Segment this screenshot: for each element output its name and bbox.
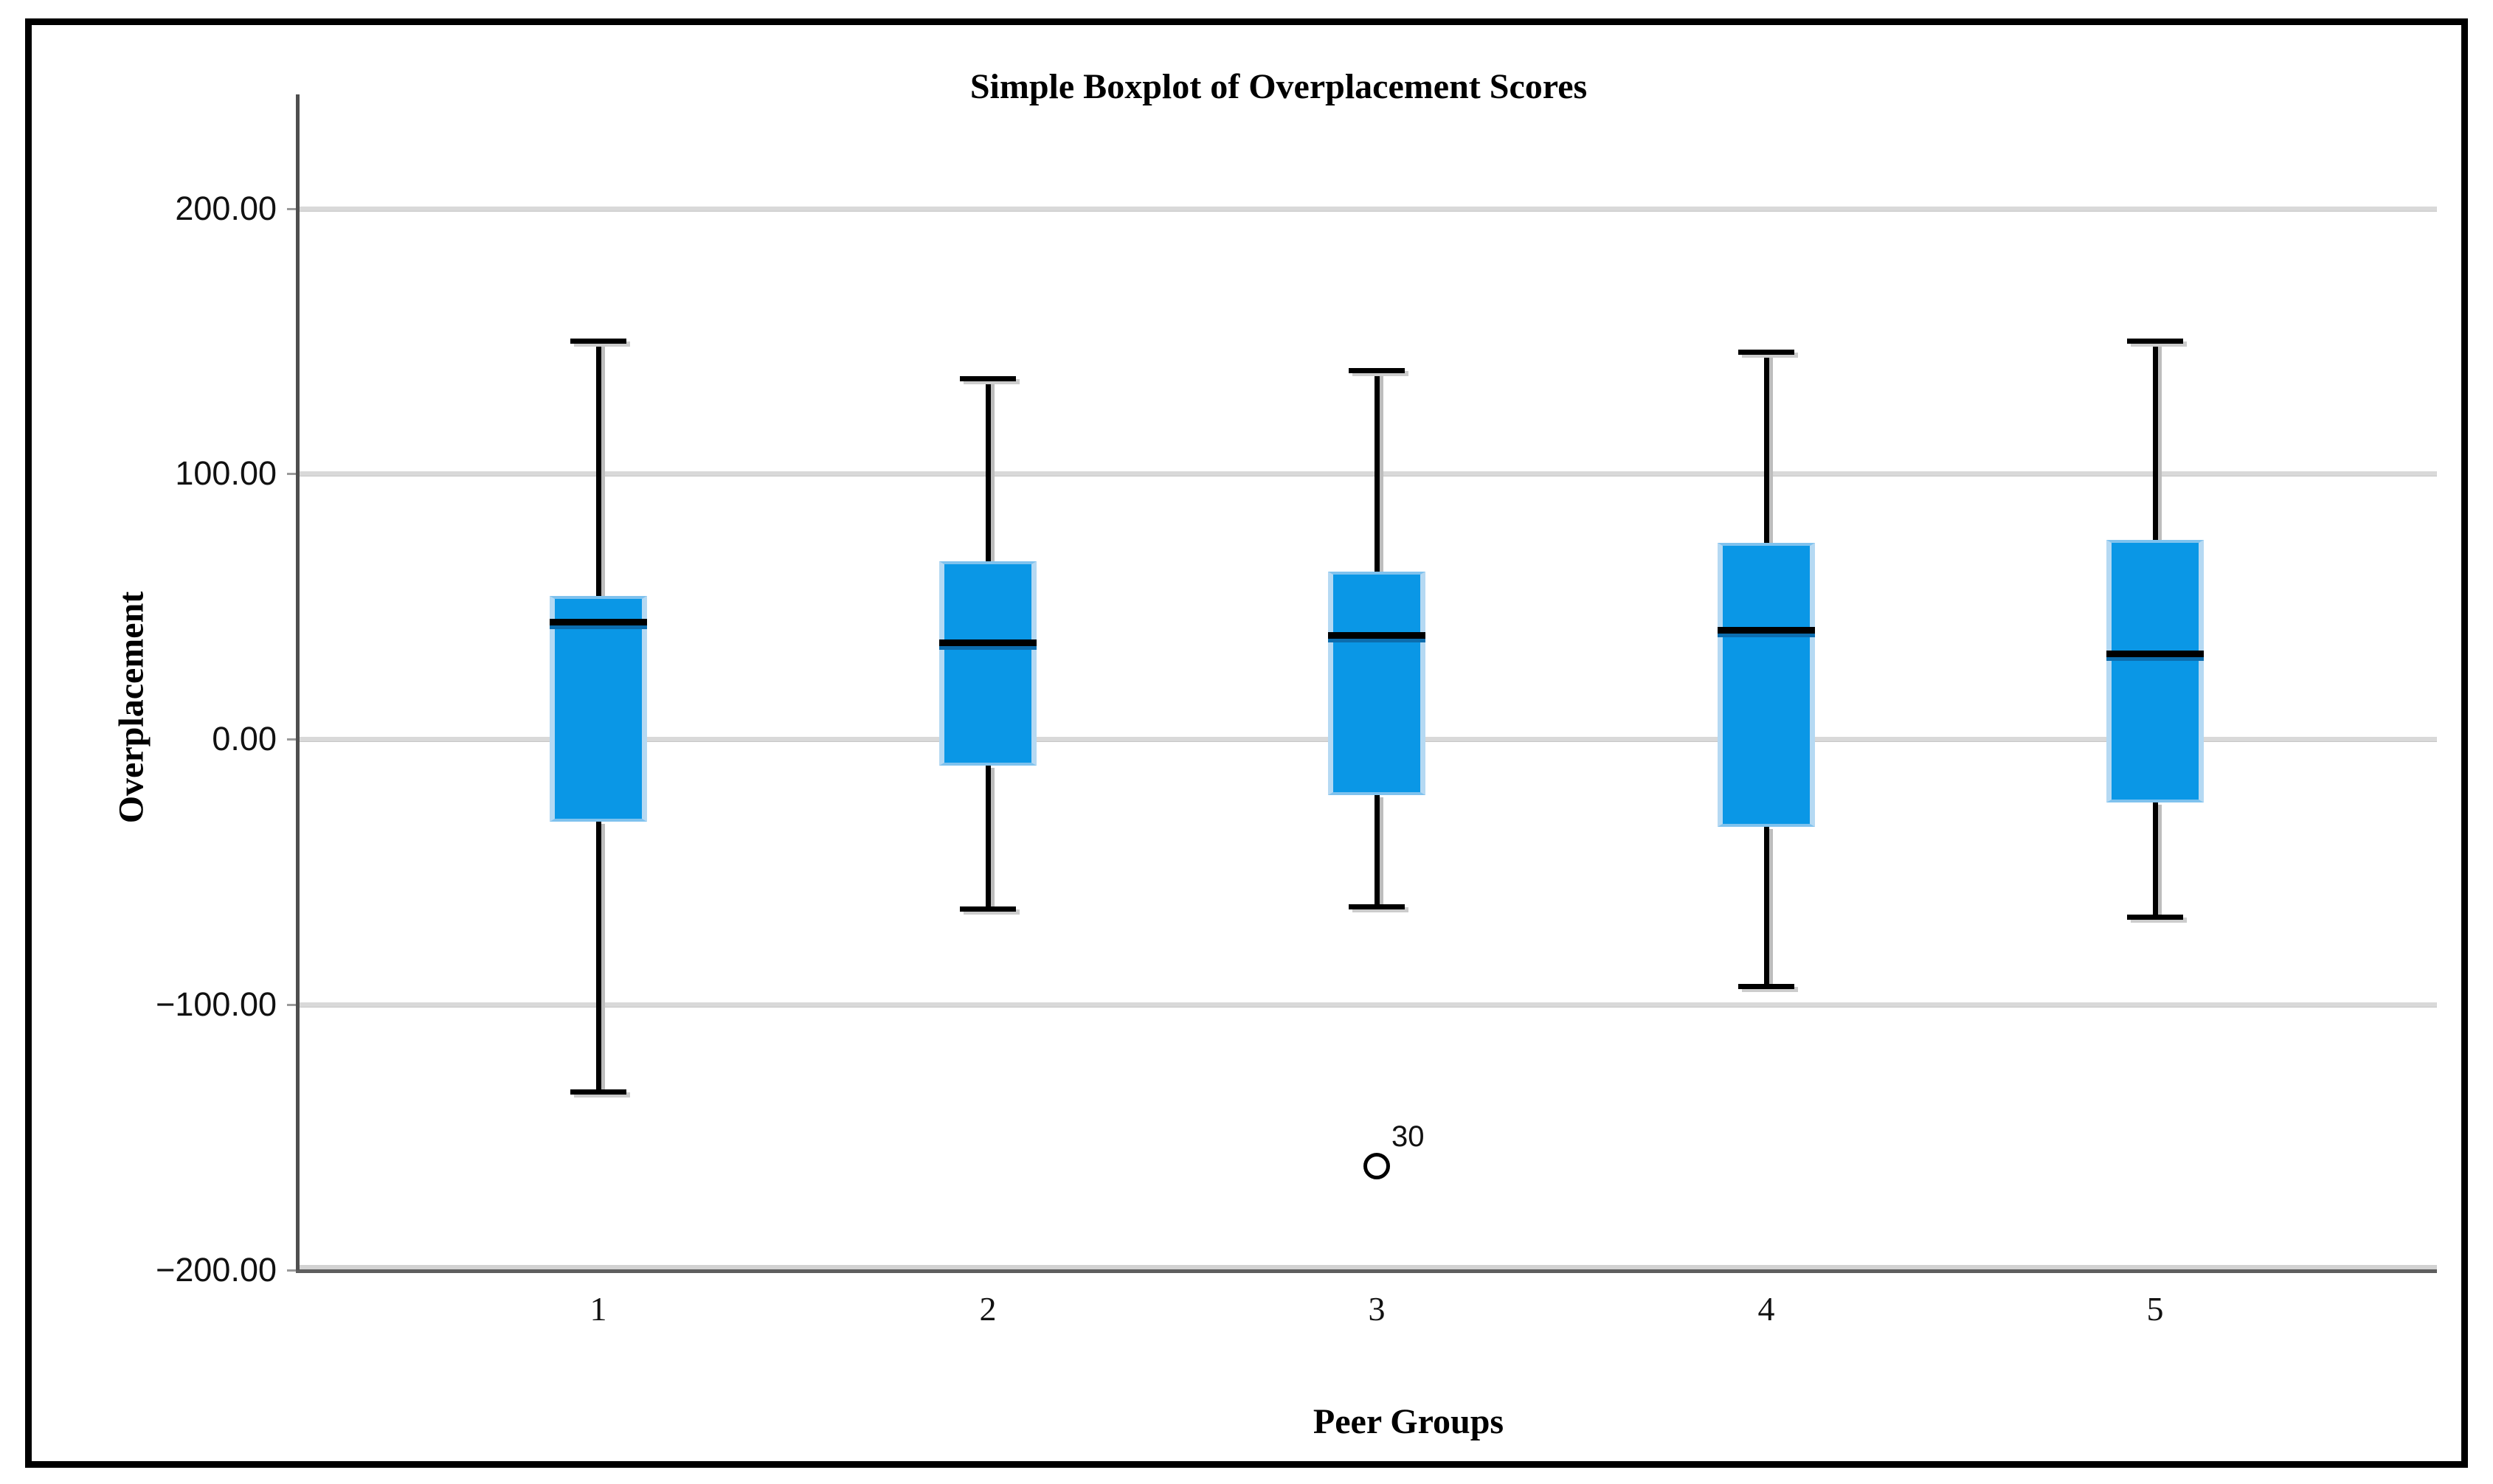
iqr-box: [550, 595, 647, 822]
median-line: [1328, 631, 1425, 639]
y-tick-label: 200.00: [175, 189, 277, 227]
iqr-box: [1718, 542, 1815, 827]
outlier-marker: [1363, 1153, 1390, 1180]
iqr-box: [939, 561, 1037, 766]
x-category-label: 4: [1757, 1290, 1775, 1328]
median-shadow: [939, 646, 1037, 651]
y-axis-tick: [287, 207, 299, 210]
lower-whisker-cap: [960, 906, 1016, 912]
upper-whisker-cap: [1738, 349, 1794, 355]
x-category-label: 1: [589, 1290, 607, 1328]
iqr-box: [2106, 540, 2204, 803]
upper-whisker-line: [596, 341, 601, 596]
upper-whisker-cap: [960, 375, 1016, 381]
upper-whisker-cap: [570, 339, 626, 344]
iqr-box: [1328, 572, 1425, 795]
y-axis-tick: [287, 738, 299, 741]
gridline: [299, 206, 2437, 212]
lower-whisker-line: [1764, 826, 1769, 986]
figure-border: Simple Boxplot of Overplacement Scores O…: [25, 18, 2468, 1468]
y-tick-label: −100.00: [156, 985, 277, 1023]
x-axis-shadow: [299, 1265, 2437, 1269]
median-line: [550, 618, 647, 625]
lower-whisker-line: [596, 821, 601, 1092]
gridline: [299, 471, 2437, 477]
y-axis-tick: [287, 1269, 299, 1272]
x-category-label: 2: [979, 1290, 997, 1328]
upper-whisker-line: [2153, 341, 2158, 541]
y-axis-tick: [287, 473, 299, 476]
y-tick-label: 100.00: [175, 454, 277, 493]
chart-title: Simple Boxplot of Overplacement Scores: [969, 67, 1588, 106]
lower-whisker-cap: [2127, 915, 2183, 920]
upper-whisker-line: [1375, 370, 1380, 572]
median-line: [1718, 626, 1815, 634]
x-category-label: 5: [2146, 1290, 2164, 1328]
lower-whisker-line: [986, 765, 991, 909]
lower-whisker-cap: [1349, 904, 1405, 909]
y-axis-line: [296, 94, 300, 1270]
lower-whisker-cap: [570, 1089, 626, 1095]
lower-whisker-line: [1375, 794, 1380, 906]
median-shadow: [1718, 633, 1815, 637]
upper-whisker-line: [1764, 351, 1769, 543]
median-shadow: [2106, 656, 2204, 661]
x-axis-title: Peer Groups: [1313, 1402, 1504, 1441]
x-axis-line: [296, 1269, 2437, 1273]
y-tick-label: 0.00: [212, 720, 277, 757]
y-axis-title: Overplacement: [111, 591, 151, 824]
outlier-label: 30: [1391, 1120, 1425, 1154]
y-axis-tick: [287, 1003, 299, 1006]
x-category-label: 3: [1368, 1290, 1386, 1328]
median-line: [939, 639, 1037, 647]
median-line: [2106, 650, 2204, 657]
upper-whisker-cap: [1349, 367, 1405, 373]
median-shadow: [550, 625, 647, 629]
lower-whisker-line: [2153, 802, 2158, 918]
gridline: [299, 1002, 2437, 1008]
upper-whisker-cap: [2127, 339, 2183, 344]
lower-whisker-cap: [1738, 983, 1794, 989]
median-shadow: [1328, 638, 1425, 642]
upper-whisker-line: [986, 378, 991, 561]
y-tick-label: −200.00: [156, 1250, 277, 1289]
